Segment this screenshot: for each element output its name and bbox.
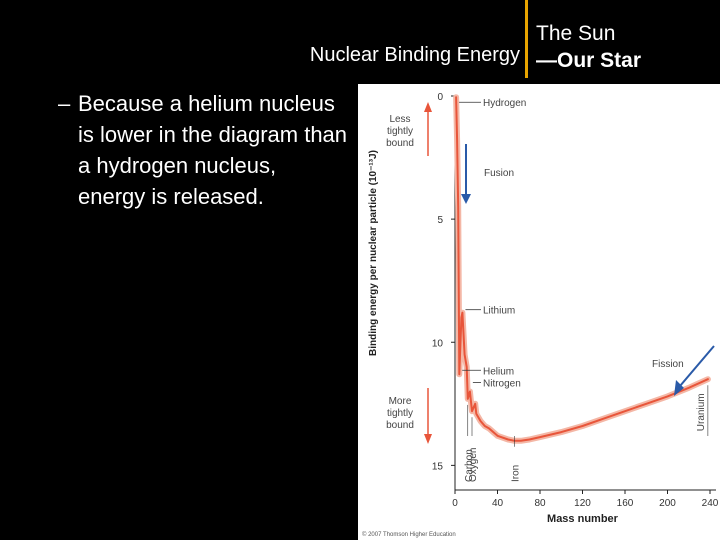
fusion-arrowhead xyxy=(461,194,471,204)
more-bound-line: tightly xyxy=(387,408,413,419)
label-lithium: Lithium xyxy=(483,306,515,317)
x-axis-label: Mass number xyxy=(547,513,619,525)
y-tick-label: 10 xyxy=(432,338,444,349)
slide-title: The Sun —Our Star xyxy=(536,20,641,74)
bullet-point: – Because a helium nucleus is lower in t… xyxy=(58,88,348,212)
less-bound-line: tightly xyxy=(387,126,413,137)
binding-energy-chart: 0 5 10 15 0 40 80 120 160 200 240 Mass number Bindin… xyxy=(362,92,719,538)
y-tick-label: 0 xyxy=(437,92,443,103)
less-bound-line: bound xyxy=(386,138,414,149)
less-bound-line: Less xyxy=(389,114,410,125)
x-tick-label: 120 xyxy=(574,498,591,509)
label-hydrogen: Hydrogen xyxy=(483,98,526,109)
fission-arrow-shaft xyxy=(679,345,715,387)
section-title: Nuclear Binding Energy xyxy=(309,44,520,66)
more-bound-line: More xyxy=(389,396,412,407)
label-oxygen: Oxygen xyxy=(468,448,479,482)
x-tick-label: 200 xyxy=(659,498,676,509)
binding-energy-figure: 0 5 10 15 0 40 80 120 160 200 240 Mass number Bindin… xyxy=(358,84,720,540)
y-axis-label: Binding energy per nuclear particle (10⁻… xyxy=(368,150,379,356)
y-tick-label: 5 xyxy=(437,215,443,226)
slide-title-line2: —Our Star xyxy=(536,49,642,72)
x-tick-label: 240 xyxy=(702,498,719,509)
accent-divider xyxy=(525,0,528,78)
bullet-text: Because a helium nucleus is lower in the… xyxy=(78,91,348,209)
x-tick-label: 40 xyxy=(492,498,504,509)
bullet-marker: – xyxy=(58,91,71,116)
label-nitrogen: Nitrogen xyxy=(483,379,521,390)
fission-label: Fission xyxy=(652,359,684,370)
binding-energy-curve xyxy=(455,96,709,442)
label-iron: Iron xyxy=(511,465,522,482)
fission-arrowhead xyxy=(674,380,684,396)
more-bound-line: bound xyxy=(386,420,414,431)
fusion-label: Fusion xyxy=(484,168,514,179)
y-tick-label: 15 xyxy=(432,461,444,472)
label-uranium: Uranium xyxy=(696,393,707,431)
credit-text: © 2007 Thomson Higher Education xyxy=(362,531,456,538)
label-carbon: Carbon xyxy=(464,449,475,482)
x-tick-label: 80 xyxy=(534,498,546,509)
less-bound-arrowhead xyxy=(424,102,432,112)
more-bound-arrowhead xyxy=(424,434,432,444)
slide-title-line1: The Sun xyxy=(536,22,616,45)
label-helium: Helium xyxy=(483,366,514,377)
x-tick-label: 160 xyxy=(617,498,634,509)
x-tick-label: 0 xyxy=(452,498,458,509)
